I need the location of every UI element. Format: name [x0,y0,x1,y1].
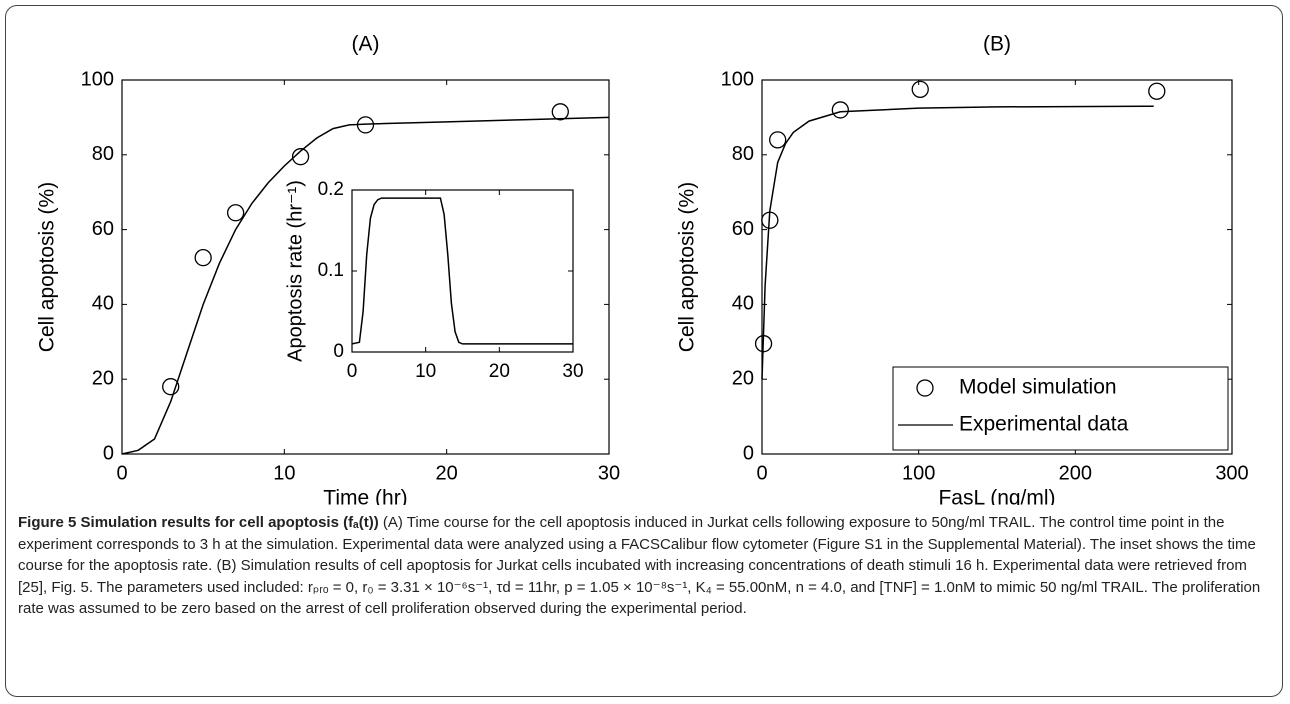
x-tick-label: 300 [1215,462,1248,484]
legend-box [892,366,1229,451]
x-tick-label: 0 [756,462,767,484]
point [1148,82,1166,100]
axes-box [121,79,610,455]
point [291,148,310,166]
x-tick-label: 0 [347,361,358,382]
y-tick-label: 0.2 [318,179,344,200]
point [551,103,569,121]
caption-title: Simulation results for cell apoptosis (f… [80,514,379,531]
point [911,80,929,98]
point [194,248,212,267]
x-tick-label: 10 [273,462,295,484]
x-tick-label: 20 [489,361,510,382]
y-tick-label: 20 [732,367,754,389]
x-tick-label: 200 [1059,462,1092,484]
y-axis-label: Apoptosis rate (hr⁻¹) [284,180,306,362]
y-tick-label: 100 [81,68,114,90]
y-tick-label: 0 [103,442,114,464]
chart-title: (A) [352,33,380,56]
y-tick-label: 0.1 [318,260,344,281]
y-tick-label: 0 [743,442,754,464]
line [121,116,610,455]
x-axis-label: FasL (ng/ml) [938,487,1055,505]
point [226,204,245,222]
y-axis-label: Cell apoptosis (%) [676,182,699,352]
legend-label: Experimental data [959,413,1129,436]
y-tick-label: 40 [92,293,114,315]
y-tick-label: 100 [721,68,754,90]
y-tick-label: 40 [732,293,754,315]
axes-box [761,79,1233,455]
caption-label: Figure 5 [18,514,77,531]
x-axis-label: Time (hr) [323,487,407,505]
legend-label: Model simulation [959,376,1117,399]
y-tick-label: 20 [92,367,114,389]
axes-box [351,189,574,353]
y-tick-label: 80 [92,143,114,165]
x-tick-label: 0 [116,462,127,484]
x-tick-label: 100 [902,462,935,484]
x-tick-label: 30 [598,462,620,484]
caption: Figure 5 Simulation results for cell apo… [18,512,1273,620]
x-tick-label: 30 [562,361,583,382]
line [761,105,1154,380]
y-tick-label: 60 [732,218,754,240]
caption-text: (A) Time course for the cell apoptosis i… [18,514,1261,617]
y-tick-label: 60 [92,218,114,240]
point [356,116,375,134]
y-tick-label: 0 [333,341,344,362]
x-tick-label: 20 [436,462,458,484]
figure-frame [5,5,1283,697]
y-axis-label: Cell apoptosis (%) [36,182,59,352]
point [769,131,787,149]
line [351,197,573,345]
point [831,101,849,119]
point [162,378,180,396]
legend-marker [916,379,934,397]
chart-title: (B) [983,33,1011,56]
x-tick-label: 10 [415,361,436,382]
plot-area [352,190,573,352]
y-tick-label: 80 [732,143,754,165]
